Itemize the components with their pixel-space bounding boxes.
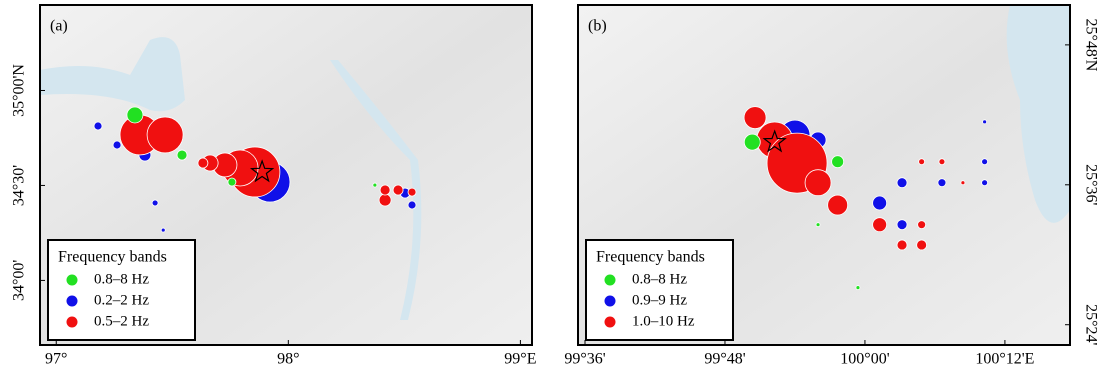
y-tick-label: 25°48'N xyxy=(1082,18,1099,71)
legend-marker xyxy=(67,275,78,286)
x-tick-label: 100°00' xyxy=(840,351,889,368)
panel-label: (b) xyxy=(588,18,607,35)
event-bubble xyxy=(408,188,416,196)
event-bubble xyxy=(919,159,925,165)
y-tick-label: 35°00'N xyxy=(11,64,28,117)
event-bubble xyxy=(856,286,860,290)
y-tick-label: 25°24' xyxy=(1082,304,1099,345)
x-tick-label: 100°12'E xyxy=(975,351,1034,368)
y-tick-label: 34°30' xyxy=(11,165,28,206)
y-tick-label: 34°00' xyxy=(11,260,28,301)
event-bubble xyxy=(177,150,187,160)
x-tick-label: 97° xyxy=(45,351,67,368)
event-bubble xyxy=(805,170,831,196)
event-bubble xyxy=(918,221,926,229)
legend-marker xyxy=(67,296,78,307)
event-bubble xyxy=(828,195,848,215)
legend-label: 0.5–2 Hz xyxy=(94,313,149,329)
x-tick-label: 99°48' xyxy=(704,351,745,368)
event-bubble xyxy=(982,159,988,165)
event-bubble xyxy=(744,107,766,129)
event-bubble xyxy=(228,178,236,186)
event-bubble xyxy=(939,159,945,165)
legend-label: 0.8–8 Hz xyxy=(94,271,149,287)
legend-label: 1.0–10 Hz xyxy=(632,313,695,329)
event-bubble xyxy=(897,220,907,230)
event-bubble xyxy=(127,107,143,123)
event-bubble xyxy=(873,196,887,210)
event-bubble xyxy=(393,185,403,195)
event-bubble xyxy=(897,178,907,188)
event-bubble xyxy=(873,218,887,232)
legend-title: Frequency bands xyxy=(58,249,167,266)
event-bubble xyxy=(938,179,946,187)
event-bubble xyxy=(983,120,987,124)
event-bubble xyxy=(373,183,377,187)
y-tick-label: 25°36' xyxy=(1082,164,1099,205)
event-bubble xyxy=(744,134,760,150)
event-bubble xyxy=(152,200,158,206)
legend-label: 0.9–9 Hz xyxy=(632,292,687,308)
x-tick-label: 98° xyxy=(277,351,299,368)
panel-label: (a) xyxy=(50,18,68,35)
legend-marker xyxy=(67,317,78,328)
event-bubble xyxy=(380,185,390,195)
event-bubble xyxy=(982,180,988,186)
legend-marker xyxy=(605,275,616,286)
event-bubble xyxy=(379,194,391,206)
legend-marker xyxy=(605,317,616,328)
event-bubble xyxy=(832,156,844,168)
event-bubble xyxy=(113,141,121,149)
event-bubble xyxy=(816,223,820,227)
legend-label: 0.8–8 Hz xyxy=(632,271,687,287)
event-bubble xyxy=(147,117,183,153)
legend-label: 0.2–2 Hz xyxy=(94,292,149,308)
event-bubble xyxy=(961,181,965,185)
event-bubble xyxy=(917,240,927,250)
figure: 97° 98° 99°E 35°00'N 34°30' 34°00' (a) Frequenc… xyxy=(0,0,1101,372)
legend-marker xyxy=(605,296,616,307)
x-tick-label: 99°36' xyxy=(564,351,605,368)
event-bubble xyxy=(897,240,907,250)
event-bubble xyxy=(198,158,208,168)
legend-title: Frequency bands xyxy=(596,249,705,266)
event-bubble xyxy=(408,201,416,209)
event-bubble xyxy=(94,122,102,130)
x-tick-label: 99°E xyxy=(504,351,536,368)
event-bubble xyxy=(161,228,165,232)
